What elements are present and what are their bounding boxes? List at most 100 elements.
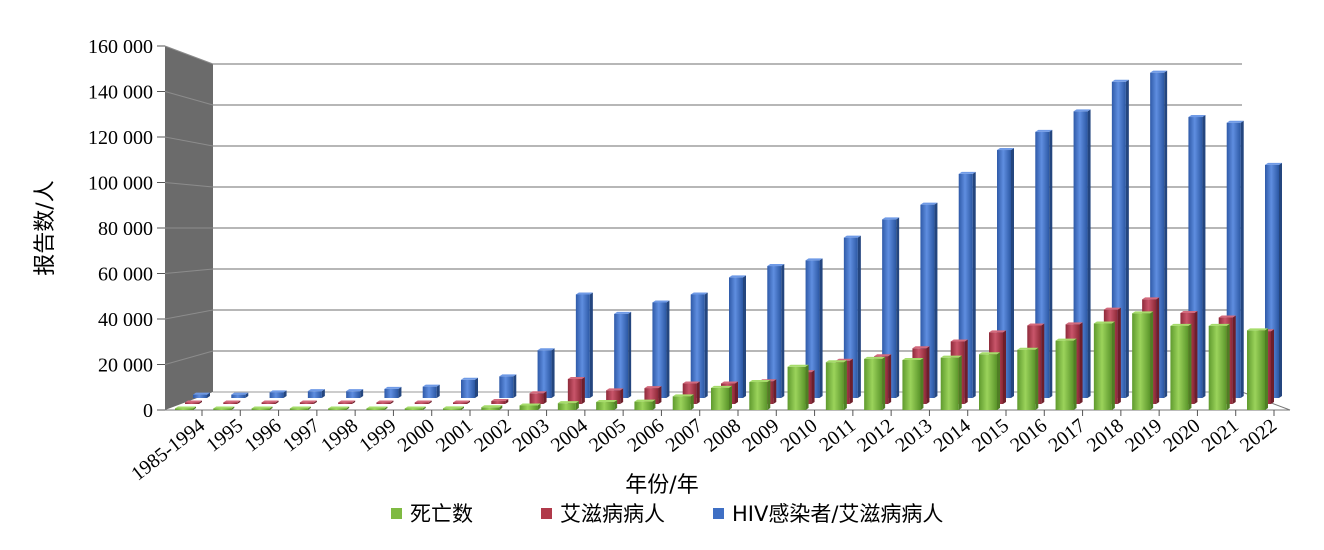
bar-top bbox=[404, 406, 426, 409]
bar-top bbox=[1208, 323, 1230, 326]
bar-side bbox=[652, 399, 656, 410]
bar bbox=[767, 266, 782, 398]
bar bbox=[328, 408, 347, 410]
y-tick-label: 20 000 bbox=[98, 355, 153, 377]
x-tick-label: 2009 bbox=[738, 415, 783, 457]
x-tick-label: 1995 bbox=[202, 415, 247, 457]
bar-top bbox=[1073, 109, 1091, 112]
bar-top bbox=[299, 400, 317, 403]
bar-top bbox=[422, 384, 440, 387]
bar-side bbox=[207, 392, 210, 398]
bar-side bbox=[888, 354, 892, 404]
x-tick-label: 2000 bbox=[394, 415, 439, 457]
x-tick-label: 2001 bbox=[432, 415, 477, 457]
bar-top bbox=[950, 339, 968, 342]
bar-side bbox=[1079, 322, 1083, 404]
x-tick-label: 2010 bbox=[777, 415, 822, 457]
bar-side bbox=[1271, 329, 1274, 404]
bar-side bbox=[307, 406, 311, 410]
bar-side bbox=[628, 311, 632, 398]
bar-top bbox=[251, 406, 273, 409]
bar bbox=[1093, 323, 1112, 410]
bar-top bbox=[1247, 328, 1268, 331]
x-tick-label: 2011 bbox=[815, 415, 859, 457]
bar bbox=[346, 391, 361, 398]
x-tick-label: 2007 bbox=[662, 415, 707, 457]
bar-side bbox=[275, 400, 279, 404]
bar-side bbox=[581, 376, 585, 404]
bar-top bbox=[920, 202, 938, 205]
bar-top bbox=[805, 258, 823, 261]
bar-side bbox=[461, 406, 464, 410]
legend-swatch-hiv-aids bbox=[713, 508, 724, 519]
bar bbox=[557, 403, 576, 410]
x-tick-label: 2021 bbox=[1198, 415, 1243, 457]
bar-top bbox=[491, 399, 509, 402]
bar-side bbox=[882, 356, 886, 410]
bar-top bbox=[690, 292, 708, 295]
bar bbox=[269, 392, 284, 398]
bar-top bbox=[711, 385, 732, 388]
bar-side bbox=[843, 360, 847, 410]
bar bbox=[529, 393, 544, 404]
bar-top bbox=[606, 388, 624, 391]
bar-side bbox=[505, 399, 509, 404]
bar-top bbox=[1170, 323, 1192, 326]
bar-side bbox=[352, 400, 356, 404]
y-tick-label: 140 000 bbox=[88, 82, 153, 104]
x-tick-label: 2013 bbox=[891, 415, 936, 457]
bar-side bbox=[1117, 307, 1121, 404]
bar-top bbox=[652, 300, 670, 303]
bar-side bbox=[696, 381, 700, 404]
bar-top bbox=[682, 381, 700, 384]
bar-side bbox=[819, 258, 823, 398]
x-tick-label: 1996 bbox=[241, 415, 286, 457]
bar-side bbox=[513, 374, 517, 398]
bar-top bbox=[1226, 120, 1244, 123]
bar-top bbox=[376, 400, 394, 403]
y-tick-label: 160 000 bbox=[88, 36, 153, 58]
bar-side bbox=[475, 377, 478, 398]
bar bbox=[481, 407, 500, 410]
bar-side bbox=[1194, 311, 1198, 404]
bar-side bbox=[658, 386, 662, 404]
bar-side bbox=[537, 403, 541, 410]
bar-top bbox=[213, 406, 235, 409]
bar-side bbox=[1073, 338, 1077, 410]
bar bbox=[634, 401, 653, 410]
bar bbox=[491, 401, 506, 404]
x-tick-label: 2017 bbox=[1045, 415, 1090, 457]
bar-side bbox=[237, 400, 241, 404]
bar-side bbox=[1111, 321, 1115, 410]
bar-side bbox=[767, 380, 771, 410]
bar bbox=[805, 260, 820, 398]
bar bbox=[652, 302, 667, 398]
bar-side bbox=[620, 388, 624, 404]
bar-top bbox=[614, 311, 632, 314]
legend-label-hiv-aids: HIV感染者/艾滋病病人 bbox=[732, 502, 943, 526]
bar-side bbox=[1188, 323, 1192, 410]
bar-top bbox=[307, 389, 325, 392]
gridline-side bbox=[164, 45, 214, 65]
bar bbox=[1132, 313, 1151, 410]
bar-side bbox=[346, 406, 350, 410]
x-tick-label: 1998 bbox=[317, 415, 362, 457]
bar-side bbox=[857, 235, 861, 398]
bar-side bbox=[1041, 323, 1045, 404]
bar-side bbox=[269, 406, 273, 410]
bar-top bbox=[269, 390, 287, 393]
x-tick-label: 2006 bbox=[623, 415, 668, 457]
bar-top bbox=[1218, 315, 1236, 318]
bar-top bbox=[231, 392, 249, 395]
gridlines bbox=[157, 45, 1242, 411]
bar-side bbox=[997, 352, 1000, 410]
bar-side bbox=[896, 217, 900, 398]
bar bbox=[414, 402, 429, 404]
bar-side bbox=[1279, 162, 1282, 398]
bar-side bbox=[926, 346, 930, 404]
y-tick-label: 100 000 bbox=[88, 173, 153, 195]
x-tick-label: 2015 bbox=[968, 415, 1013, 457]
bar-top bbox=[989, 330, 1006, 333]
gridline-side bbox=[164, 136, 214, 147]
